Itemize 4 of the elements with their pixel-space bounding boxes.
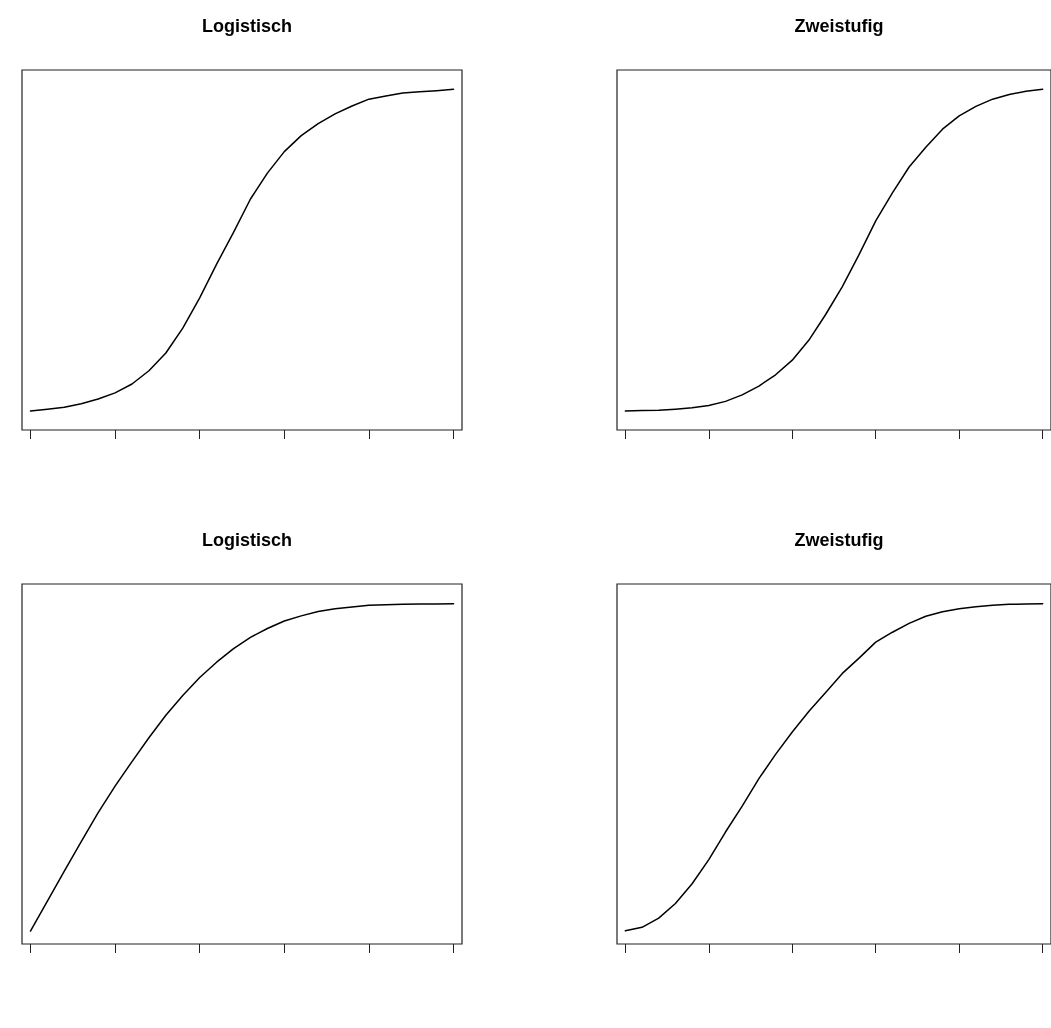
chart-title: Zweistufig [794,16,884,36]
chart-title: Logistisch [201,530,293,550]
chart-title: Logistisch [201,16,293,36]
chart-title: Zweistufig [794,530,884,550]
